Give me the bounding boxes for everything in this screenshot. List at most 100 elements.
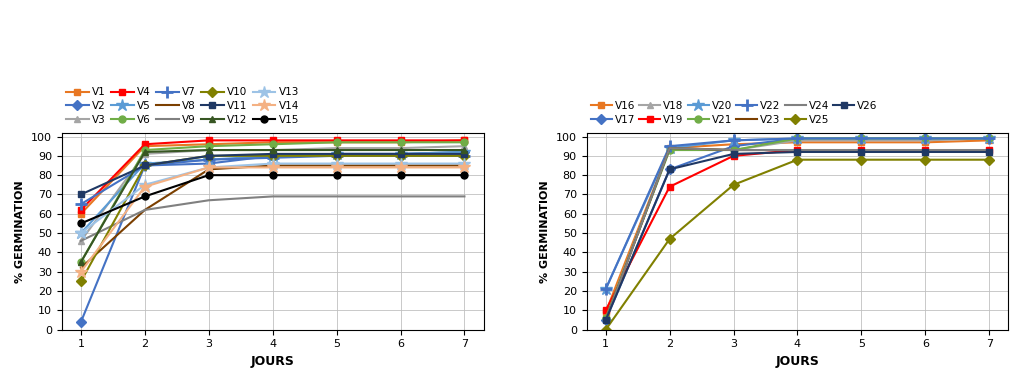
V18 <box>791 138 804 143</box>
Line: V10: V10 <box>77 152 468 285</box>
V9 <box>458 194 470 199</box>
V14 <box>394 165 406 170</box>
V24 <box>855 148 867 152</box>
Line: V23: V23 <box>606 148 989 320</box>
V20 <box>919 136 931 141</box>
V21 <box>664 148 676 152</box>
V15 <box>458 173 470 177</box>
V21 <box>728 148 740 152</box>
V10 <box>75 279 87 284</box>
Line: V8: V8 <box>81 166 464 268</box>
Line: V7: V7 <box>75 150 470 210</box>
V10 <box>394 153 406 158</box>
V26 <box>919 150 931 154</box>
V2 <box>139 163 151 168</box>
V9 <box>330 194 343 199</box>
V17 <box>855 136 867 141</box>
V2 <box>203 161 215 166</box>
V18 <box>664 146 676 150</box>
V1 <box>139 144 151 149</box>
V18 <box>855 138 867 143</box>
V18 <box>728 148 740 152</box>
V6 <box>75 260 87 265</box>
V25 <box>919 157 931 162</box>
V13 <box>267 161 279 166</box>
V22 <box>664 144 676 149</box>
V2 <box>75 320 87 324</box>
Line: V22: V22 <box>600 132 995 295</box>
V24 <box>919 148 931 152</box>
Line: V24: V24 <box>606 148 989 320</box>
V6 <box>394 140 406 144</box>
V25 <box>791 157 804 162</box>
V20 <box>791 136 804 141</box>
V22 <box>600 287 612 291</box>
Legend: V16, V17, V18, V19, V20, V21, V22, V23, V24, V25, V26: V16, V17, V18, V19, V20, V21, V22, V23, … <box>587 97 882 129</box>
V26 <box>791 150 804 154</box>
V5 <box>203 157 215 162</box>
V22 <box>983 136 995 141</box>
V22 <box>919 136 931 141</box>
V7 <box>458 153 470 158</box>
V20 <box>664 146 676 150</box>
V4 <box>75 208 87 212</box>
Line: V2: V2 <box>77 149 468 326</box>
Y-axis label: % GERMINATION: % GERMINATION <box>540 180 551 282</box>
V1 <box>203 142 215 147</box>
V17 <box>919 136 931 141</box>
Line: V13: V13 <box>75 157 470 240</box>
V1 <box>330 140 343 144</box>
V11 <box>203 153 215 158</box>
V6 <box>203 144 215 149</box>
V7 <box>394 153 406 158</box>
Line: V25: V25 <box>602 156 993 333</box>
X-axis label: JOURS: JOURS <box>251 355 294 368</box>
Line: V17: V17 <box>602 135 993 324</box>
V24 <box>728 148 740 152</box>
V7 <box>75 202 87 207</box>
V22 <box>791 136 804 141</box>
Line: V5: V5 <box>75 146 470 240</box>
Line: V9: V9 <box>81 196 464 241</box>
V2 <box>267 153 279 158</box>
V8 <box>394 163 406 168</box>
V15 <box>394 173 406 177</box>
V19 <box>983 148 995 152</box>
V16 <box>855 140 867 144</box>
V14 <box>267 165 279 170</box>
Y-axis label: % GERMINATION: % GERMINATION <box>15 180 26 282</box>
V23 <box>728 148 740 152</box>
V22 <box>728 138 740 143</box>
V13 <box>394 161 406 166</box>
V8 <box>458 163 470 168</box>
V3 <box>394 146 406 150</box>
V3 <box>267 148 279 152</box>
Line: V4: V4 <box>77 137 468 213</box>
V21 <box>600 316 612 320</box>
V21 <box>919 136 931 141</box>
V10 <box>330 153 343 158</box>
V5 <box>394 152 406 156</box>
V23 <box>664 146 676 150</box>
V15 <box>139 194 151 199</box>
V17 <box>728 144 740 149</box>
Line: V21: V21 <box>602 135 993 322</box>
V13 <box>75 231 87 235</box>
V12 <box>330 148 343 152</box>
V26 <box>855 150 867 154</box>
V13 <box>203 165 215 170</box>
V20 <box>728 138 740 143</box>
V25 <box>664 236 676 241</box>
V26 <box>600 318 612 323</box>
Line: V15: V15 <box>77 172 468 227</box>
V25 <box>600 327 612 332</box>
V6 <box>139 148 151 152</box>
V19 <box>664 185 676 189</box>
V9 <box>394 194 406 199</box>
Line: V16: V16 <box>602 137 993 316</box>
V4 <box>139 142 151 147</box>
Line: V6: V6 <box>77 139 468 266</box>
V11 <box>330 152 343 156</box>
V12 <box>394 148 406 152</box>
V7 <box>139 163 151 168</box>
